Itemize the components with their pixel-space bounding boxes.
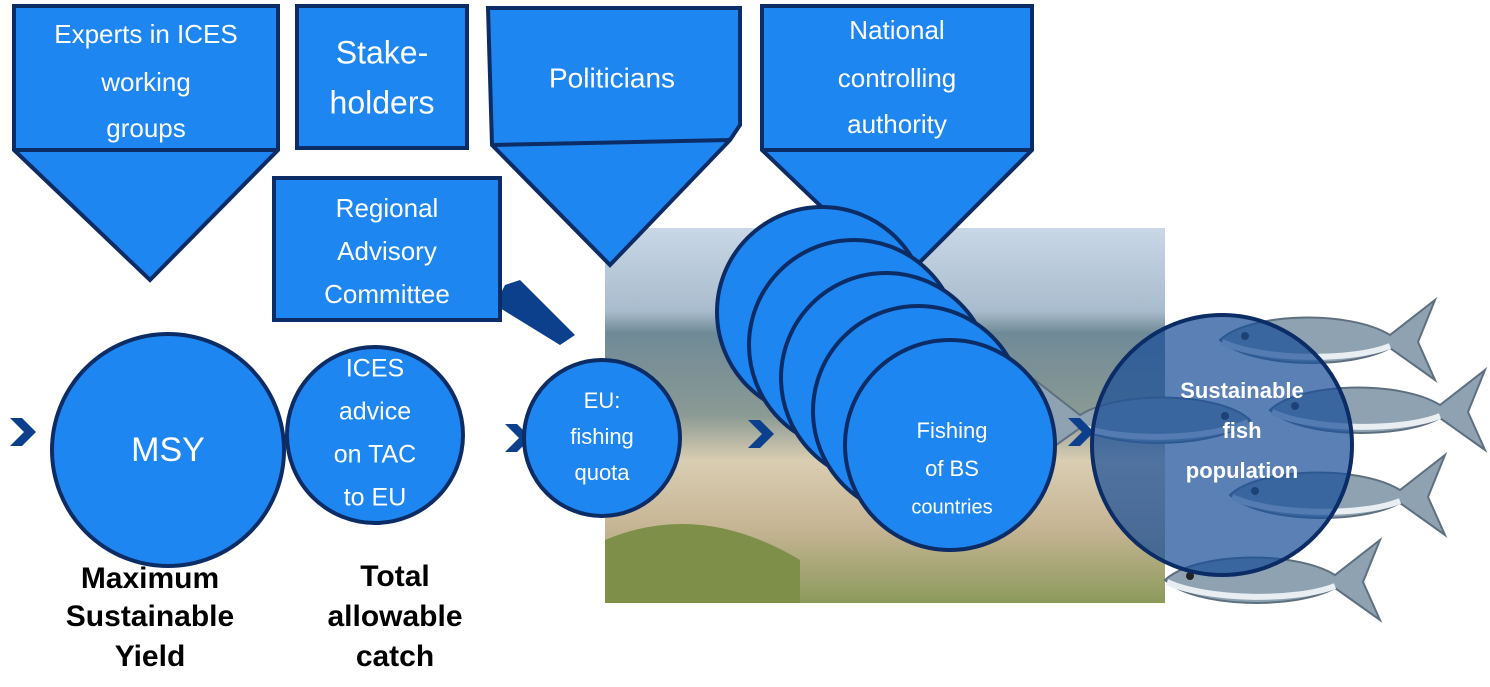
stage-label: quota xyxy=(574,460,630,485)
stage-label: to EU xyxy=(344,484,407,512)
caption: Maximum xyxy=(81,562,219,595)
caption: catch xyxy=(356,640,434,673)
stage-label: ICES xyxy=(346,355,404,383)
actor-label: Stake- xyxy=(336,34,428,70)
actor-label: authority xyxy=(847,109,947,139)
stage-label: fish xyxy=(1222,418,1261,443)
stage-label: Fishing xyxy=(917,418,988,443)
stage-label: fishing xyxy=(570,424,634,449)
actor-label: National xyxy=(849,15,944,45)
stage-label: on TAC xyxy=(334,441,416,469)
caption: allowable xyxy=(327,600,462,633)
stage-label: EU: xyxy=(584,388,621,413)
connector-arrow xyxy=(495,280,575,345)
actor-label: Committee xyxy=(324,279,450,309)
actor-label: Regional xyxy=(336,193,439,223)
actor-label: groups xyxy=(106,113,186,143)
stage-circle xyxy=(1092,315,1352,575)
actor-label: Politicians xyxy=(549,62,675,93)
actor-box xyxy=(488,8,740,265)
caption: Total xyxy=(360,560,429,593)
stage-label: MSY xyxy=(131,431,205,469)
stage-label: of BS xyxy=(925,456,979,481)
actor-box xyxy=(297,6,467,148)
stage-label: Sustainable xyxy=(1180,378,1303,403)
stage-label: countries xyxy=(911,496,992,518)
actor-label: Advisory xyxy=(337,236,437,266)
actor-label: controlling xyxy=(838,63,957,93)
stage-circle xyxy=(845,340,1055,550)
diagram: Experts in ICES working groups Stake- ho… xyxy=(0,0,1490,682)
stage-label: population xyxy=(1186,458,1298,483)
stage-label: advice xyxy=(339,398,411,426)
caption: Sustainable xyxy=(66,600,234,633)
caption: Yield xyxy=(115,640,186,673)
actor-label: Experts in ICES xyxy=(54,19,238,49)
actor-label: holders xyxy=(330,84,435,120)
actor-label: working xyxy=(100,67,191,97)
